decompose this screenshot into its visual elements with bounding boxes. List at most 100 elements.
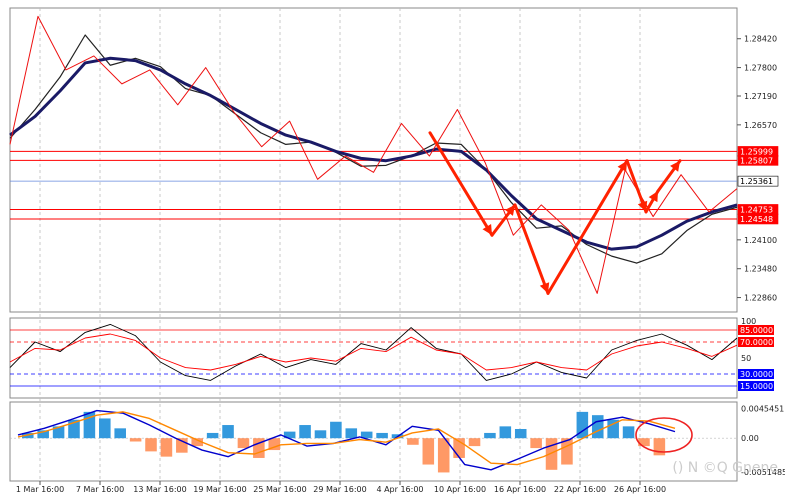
oscillator-level-badge xyxy=(738,337,774,347)
oscillator-level-label: 30.0000 xyxy=(740,370,773,379)
price-level-label: 1.25361 xyxy=(740,177,773,186)
macd-y-tick-label: 0.0045451 xyxy=(741,404,784,413)
macd-histogram-bar xyxy=(453,438,465,458)
macd-histogram-bar xyxy=(376,432,388,439)
macd-histogram-bar xyxy=(68,419,80,439)
macd-lines xyxy=(17,409,676,471)
y-tick-label: 1.26570 xyxy=(744,121,777,130)
macd-histogram-bar xyxy=(545,438,558,470)
watermark: () N ©Q Gnene xyxy=(672,460,778,476)
macd-histogram-bar xyxy=(561,438,573,465)
trend-arrow-shaft xyxy=(428,131,494,237)
x-tick-label: 25 Mar 16:00 xyxy=(253,485,306,494)
macd-histogram-bar xyxy=(160,438,173,457)
x-tick-label: 26 Apr 16:00 xyxy=(614,485,666,494)
price-level-label: 1.25999 xyxy=(740,147,773,156)
macd-histogram-bar xyxy=(576,411,589,439)
macd-histogram-bar xyxy=(253,438,265,458)
oscillator-line-1 xyxy=(9,323,738,381)
macd-histogram-bar xyxy=(330,421,342,439)
macd-y-tick-label: -0.0051485 xyxy=(741,468,785,477)
macd-histogram xyxy=(10,411,737,473)
oscillator-line-2 xyxy=(9,333,738,371)
x-tick-label: 19 Mar 16:00 xyxy=(193,485,246,494)
macd-histogram-bar xyxy=(468,438,481,447)
price-level-label: 1.24753 xyxy=(740,205,773,214)
price-level-badge xyxy=(737,175,779,187)
macd-histogram-bar xyxy=(345,428,358,439)
moving-averages xyxy=(9,34,738,264)
ma-slow-line xyxy=(9,56,738,251)
y-tick-label: 1.27190 xyxy=(744,92,777,101)
x-axis: 1 Mar 16:00 7 Mar 16:00 13 Mar 16:00 19 Mar… xyxy=(16,481,666,494)
x-tick-label: 22 Apr 16:00 xyxy=(554,485,606,494)
macd-histogram-bar xyxy=(499,426,512,439)
price-level-label: 1.24548 xyxy=(740,215,773,224)
oscillator-y-tick-label: 50 xyxy=(741,354,751,363)
x-tick-label: 4 Apr 16:00 xyxy=(376,485,423,494)
trend-arrow-head xyxy=(648,190,658,203)
x-tick-label: 13 Mar 16:00 xyxy=(133,485,186,494)
oscillator-lines xyxy=(9,323,738,381)
trend-arrow-head xyxy=(637,200,648,212)
oscillator-level-badge xyxy=(738,325,774,335)
macd-histogram-bar xyxy=(99,418,111,439)
x-tick-label: 16 Apr 16:00 xyxy=(494,485,546,494)
macd-histogram-bar xyxy=(422,438,435,465)
macd-histogram-bar xyxy=(484,432,496,439)
y-tick-label: 1.27800 xyxy=(744,64,777,73)
macd-histogram-bar xyxy=(206,432,219,439)
trend-arrow-shaft xyxy=(546,159,629,295)
oscillator-level-label: 15.0000 xyxy=(740,382,773,391)
macd-line xyxy=(17,409,676,471)
x-tick-label: 29 Mar 16:00 xyxy=(313,485,366,494)
price-level-label: 1.25807 xyxy=(740,156,773,165)
trend-arrow-head xyxy=(539,282,550,294)
y-tick-label: 1.24100 xyxy=(744,236,777,245)
macd-histogram-bar xyxy=(237,438,250,449)
macd-histogram-bar xyxy=(530,438,542,449)
oscillator-level-badge xyxy=(738,381,774,391)
macd-y-tick-label: 0.00 xyxy=(741,434,759,443)
oscillator-panel xyxy=(9,317,738,399)
trend-arrow-shaft xyxy=(513,203,550,295)
price-level-badge xyxy=(737,155,779,166)
price-level-badge xyxy=(737,213,779,225)
macd-histogram-bar xyxy=(407,438,419,445)
macd-histogram-bar xyxy=(222,425,234,439)
macd-histogram-bar xyxy=(83,411,96,439)
macd-histogram-bar xyxy=(114,428,126,439)
macd-histogram-bar xyxy=(145,438,157,452)
oscillator-levels: 85.0000 70.0000 30.0000 15.0000 xyxy=(10,325,774,391)
macd-histogram-bar xyxy=(129,438,142,442)
macd-histogram-bar xyxy=(176,438,188,453)
macd-histogram-bar xyxy=(314,430,327,439)
x-tick-label: 7 Mar 16:00 xyxy=(76,485,124,494)
trend-arrow-head xyxy=(482,224,492,236)
trend-arrow-head xyxy=(504,204,515,216)
trend-arrows xyxy=(428,131,682,295)
zigzag-line xyxy=(9,15,738,294)
macd-histogram-bar xyxy=(638,438,650,447)
oscillator-level-label: 70.0000 xyxy=(740,338,773,347)
macd-histogram-bar xyxy=(591,415,604,439)
macd-histogram-bar xyxy=(299,425,311,439)
y-tick-label: 1.28420 xyxy=(744,35,777,44)
macd-histogram-bar xyxy=(37,430,49,439)
x-tick-label: 1 Mar 16:00 xyxy=(16,485,64,494)
macd-histogram-bar xyxy=(52,426,65,439)
oscillator-y-tick-label: 100 xyxy=(741,317,756,326)
macd-histogram-bar xyxy=(283,431,296,439)
trend-arrow-head xyxy=(617,160,627,172)
oscillator-level-label: 85.0000 xyxy=(740,326,773,335)
trend-arrow-head xyxy=(670,160,680,172)
oscillator-y-axis: 100 50 xyxy=(741,317,756,363)
macd-histogram-bar xyxy=(653,438,666,456)
macd-histogram-bar xyxy=(268,438,281,451)
oscillator-level-badge xyxy=(738,369,774,379)
macd-y-axis: 0.0045451 0.00 -0.0051485 xyxy=(741,404,785,477)
macd-histogram-bar xyxy=(360,431,373,439)
macd-histogram-bar xyxy=(514,428,527,439)
x-tick-label: 10 Apr 16:00 xyxy=(434,485,486,494)
